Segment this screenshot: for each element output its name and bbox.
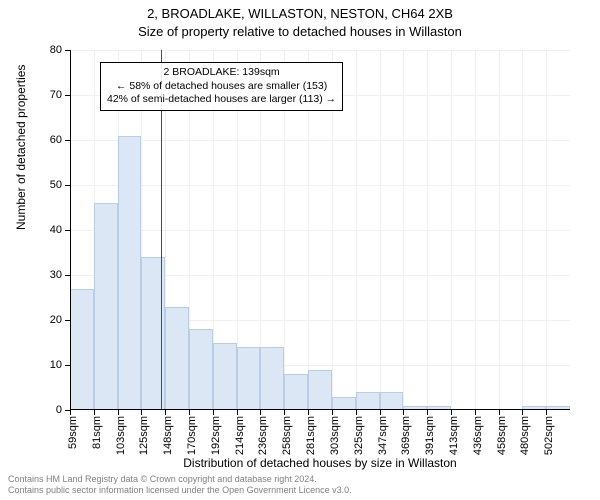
xtick-label: 59sqm [67,416,79,449]
xtick-label: 391sqm [424,416,436,455]
annotation-line: 2 BROADLAKE: 139sqm [107,66,336,80]
xtick-label: 347sqm [377,416,389,455]
y-axis-line [70,50,71,410]
xtick-mark [451,410,452,415]
ytick-label: 40 [50,224,62,236]
histogram-bar [94,203,118,410]
xtick-mark [284,410,285,415]
xtick-label: 458sqm [496,416,508,455]
gridline-v [499,50,500,410]
histogram-bar [260,347,284,410]
ytick-label: 20 [50,314,62,326]
xtick-label: 480sqm [519,416,531,455]
xtick-label: 502sqm [543,416,555,455]
gridline-h [70,185,570,186]
xtick-label: 125sqm [138,416,150,455]
annotation-box: 2 BROADLAKE: 139sqm← 58% of detached hou… [100,62,343,111]
xtick-mark [332,410,333,415]
gridline-v [475,50,476,410]
xtick-mark [141,410,142,415]
xtick-label: 303sqm [329,416,341,455]
y-axis-label: Number of detached properties [14,65,28,230]
gridline-v [356,50,357,410]
gridline-v [546,50,547,410]
histogram-bar [308,370,332,411]
xtick-mark [94,410,95,415]
histogram-chart: 0102030405060708059sqm81sqm103sqm125sqm1… [70,50,570,410]
gridline-v [403,50,404,410]
xtick-mark [237,410,238,415]
xtick-mark [308,410,309,415]
xtick-mark [260,410,261,415]
footer-line1: Contains HM Land Registry data © Crown c… [8,474,352,485]
xtick-label: 81sqm [91,416,103,449]
xtick-label: 436sqm [472,416,484,455]
xtick-mark [70,410,71,415]
histogram-bar [165,307,189,411]
ytick-label: 10 [50,359,62,371]
xtick-mark [118,410,119,415]
xtick-mark [403,410,404,415]
histogram-bar [189,329,213,410]
xtick-mark [380,410,381,415]
xtick-label: 170sqm [186,416,198,455]
xtick-mark [546,410,547,415]
xtick-mark [356,410,357,415]
gridline-v [522,50,523,410]
histogram-bar [213,343,237,411]
gridline-h [70,230,570,231]
histogram-bar [141,257,165,410]
xtick-mark [499,410,500,415]
histogram-bar [380,392,404,410]
xtick-label: 325sqm [353,416,365,455]
xtick-label: 258sqm [281,416,293,455]
ytick-label: 80 [50,44,62,56]
gridline-v [427,50,428,410]
histogram-bar [284,374,308,410]
xtick-mark [475,410,476,415]
gridline-v [451,50,452,410]
xtick-label: 369sqm [400,416,412,455]
x-axis-line [70,409,570,410]
ytick-label: 60 [50,134,62,146]
xtick-mark [189,410,190,415]
xtick-label: 281sqm [305,416,317,455]
xtick-mark [522,410,523,415]
ytick-label: 0 [56,404,62,416]
gridline-h [70,50,570,51]
histogram-bar [118,136,142,411]
x-axis-label: Distribution of detached houses by size … [70,456,570,470]
histogram-bar [70,289,94,411]
histogram-bar [237,347,261,410]
gridline-h [70,140,570,141]
xtick-mark [213,410,214,415]
xtick-label: 413sqm [448,416,460,455]
ytick-label: 50 [50,179,62,191]
histogram-bar [332,397,356,411]
annotation-line: 42% of semi-detached houses are larger (… [107,93,336,107]
xtick-label: 236sqm [257,416,269,455]
ytick-label: 70 [50,89,62,101]
ytick-label: 30 [50,269,62,281]
footer-attribution: Contains HM Land Registry data © Crown c… [8,474,352,496]
xtick-label: 214sqm [234,416,246,455]
xtick-mark [165,410,166,415]
page-title-line1: 2, BROADLAKE, WILLASTON, NESTON, CH64 2X… [0,6,600,21]
page-title-line2: Size of property relative to detached ho… [0,24,600,39]
xtick-mark [427,410,428,415]
histogram-bar [356,392,380,410]
xtick-label: 103sqm [115,416,127,455]
annotation-line: ← 58% of detached houses are smaller (15… [107,80,336,94]
gridline-v [380,50,381,410]
xtick-label: 148sqm [162,416,174,455]
footer-line2: Contains public sector information licen… [8,485,352,496]
xtick-label: 192sqm [210,416,222,455]
